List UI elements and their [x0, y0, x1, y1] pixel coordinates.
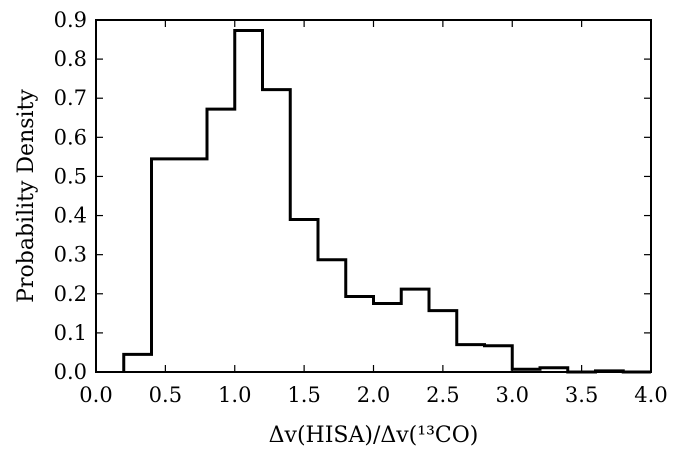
y-tick-label-9: 0.9: [54, 8, 87, 32]
x-tick-label-1: 0.5: [149, 383, 182, 407]
x-tick-label-3: 1.5: [287, 383, 320, 407]
x-tick-label-0: 0.0: [79, 383, 112, 407]
x-tick-labels: 0.0 0.5 1.0 1.5 2.0 2.5 3.0 3.5 4.0: [79, 383, 667, 407]
plot-frame: [95, 19, 652, 373]
y-tick-label-5: 0.5: [54, 164, 87, 188]
y-tick-label-0: 0.0: [54, 360, 87, 384]
y-tick-label-4: 0.4: [54, 204, 87, 228]
y-tick-labels: 0.0 0.1 0.2 0.3 0.4 0.5 0.6 0.7 0.8 0.9: [54, 8, 87, 384]
x-tick-label-2: 1.0: [218, 383, 251, 407]
x-tick-label-7: 3.5: [565, 383, 598, 407]
y-axis-label: Probability Density: [14, 89, 39, 303]
y-tick-label-2: 0.2: [54, 282, 87, 306]
x-tick-label-5: 2.5: [426, 383, 459, 407]
x-tick-label-4: 2.0: [357, 383, 390, 407]
x-tick-label-8: 4.0: [634, 383, 667, 407]
y-tick-label-1: 0.1: [54, 321, 87, 345]
y-tick-label-3: 0.3: [54, 243, 87, 267]
y-tick-label-7: 0.7: [54, 86, 87, 110]
plot-area: [96, 20, 651, 372]
x-tick-label-6: 3.0: [496, 383, 529, 407]
x-axis-label: Δv(HISA)/Δv(¹³CO): [269, 423, 479, 448]
y-tick-label-8: 0.8: [54, 47, 87, 71]
histogram-outline: [122, 29, 651, 374]
y-tick-label-6: 0.6: [54, 125, 87, 149]
